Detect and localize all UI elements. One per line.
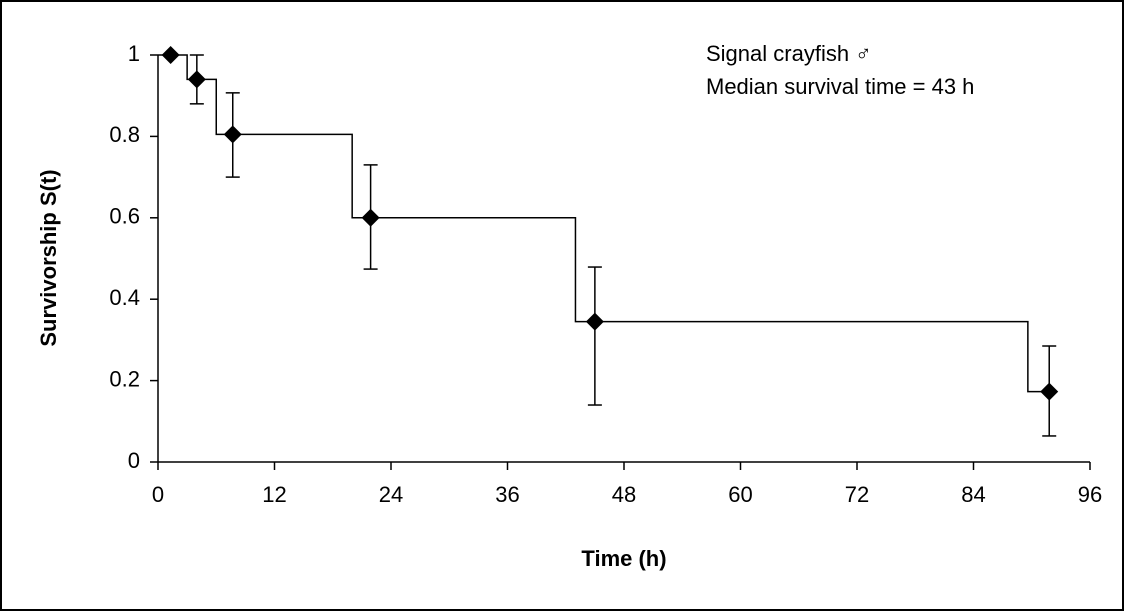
annotation: Signal crayfish ♂ — [706, 41, 872, 66]
annotation: Median survival time = 43 h — [706, 74, 974, 99]
x-tick-label: 24 — [379, 482, 403, 507]
y-tick-label: 0.2 — [109, 366, 140, 391]
marker — [585, 312, 604, 331]
marker — [361, 208, 380, 227]
x-tick-label: 0 — [152, 482, 164, 507]
x-tick-label: 96 — [1078, 482, 1102, 507]
y-tick-label: 1 — [128, 41, 140, 66]
marker — [223, 125, 242, 144]
marker — [161, 46, 180, 64]
x-tick-label: 84 — [961, 482, 985, 507]
x-tick-label: 12 — [262, 482, 286, 507]
x-axis-title: Time (h) — [581, 546, 666, 571]
y-tick-label: 0.6 — [109, 204, 140, 229]
x-tick-label: 36 — [495, 482, 519, 507]
y-tick-label: 0.4 — [109, 285, 140, 310]
x-tick-label: 72 — [845, 482, 869, 507]
y-tick-label: 0.8 — [109, 122, 140, 147]
x-tick-label: 60 — [728, 482, 752, 507]
marker — [1040, 382, 1059, 401]
y-tick-label: 0 — [128, 448, 140, 473]
step-line — [158, 54, 1044, 393]
marker — [187, 70, 206, 89]
y-axis-title: Survivorship S(t) — [36, 169, 61, 346]
x-tick-label: 48 — [612, 482, 636, 507]
